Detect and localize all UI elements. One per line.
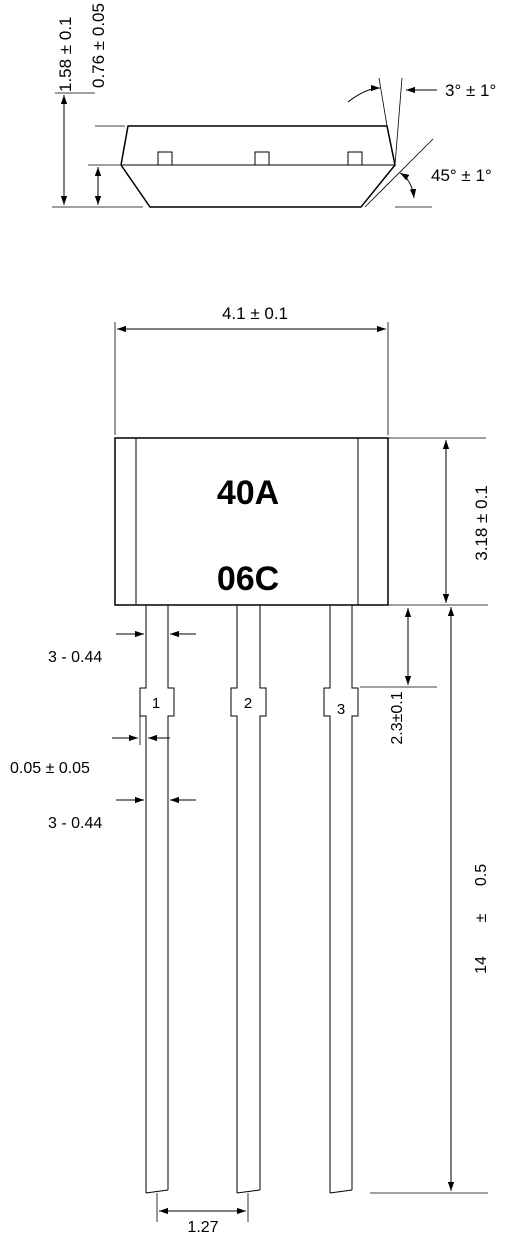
lead-3: 3	[323, 605, 359, 1194]
lead-length-pm: ±	[473, 913, 490, 922]
side-view-lead-mark	[254, 151, 270, 166]
lead-width-top-label: 3 - 0.44	[48, 649, 102, 666]
lead-length-value: 14	[473, 956, 490, 974]
pin-1-label: 1	[152, 695, 160, 712]
marking-line-2: 06C	[217, 560, 279, 598]
front-view: 4.1 ± 0.1 40A 06C 3.18 ± 0.1 1 2 3	[10, 304, 491, 1236]
pin-3-label: 3	[337, 701, 345, 718]
pin-2-label: 2	[244, 695, 252, 712]
side-view-body	[120, 125, 396, 208]
width-label: 4.1 ± 0.1	[222, 304, 288, 323]
package-top-face	[135, 437, 359, 606]
draft-angle-label: 3° ± 1°	[445, 81, 496, 100]
pitch-label: 1.27	[187, 1219, 218, 1236]
height-label: 3.18 ± 0.1	[472, 485, 491, 561]
chamfer-angle-label: 45° ± 1°	[431, 166, 492, 185]
side-view-lead-mark	[157, 151, 173, 166]
lead-width-bottom-label: 3 - 0.44	[48, 815, 102, 832]
lead-length-tol: 0.5	[473, 864, 490, 886]
height-lower-label: 0.76 ± 0.05	[89, 3, 108, 88]
height-total-label: 1.58 ± 0.1	[56, 17, 75, 93]
package-body	[114, 437, 389, 606]
marking-line-1: 40A	[217, 474, 279, 512]
lead-1: 1	[139, 605, 175, 1194]
lead-step-label: 0.05 ± 0.05	[10, 760, 90, 777]
side-view-lead-mark	[347, 151, 363, 166]
lead-2: 2	[230, 605, 267, 1194]
stand-off-label: 2.3±0.1	[389, 691, 406, 744]
side-view: 1.58 ± 0.1 0.76 ± 0.05 3° ± 1° 45° ± 1°	[52, 3, 496, 208]
